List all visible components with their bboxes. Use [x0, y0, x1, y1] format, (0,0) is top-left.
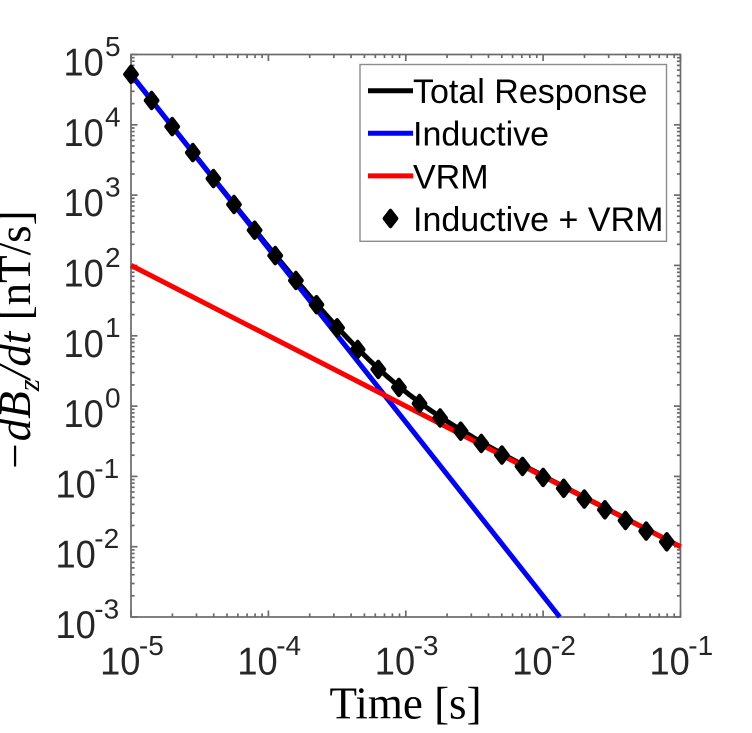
svg-text:0: 0 [105, 383, 121, 414]
svg-text:10: 10 [64, 42, 104, 85]
svg-text:−dBz/dt [nT/s]: −dBz/dt [nT/s] [0, 210, 46, 471]
svg-text:10: 10 [512, 640, 552, 683]
svg-text:-1: -1 [94, 453, 119, 484]
svg-text:10: 10 [64, 112, 104, 155]
svg-text:10: 10 [56, 604, 96, 647]
svg-text:2: 2 [105, 242, 121, 273]
svg-text:10: 10 [375, 640, 415, 683]
svg-text:-5: -5 [139, 630, 164, 661]
svg-text:10: 10 [100, 640, 140, 683]
svg-text:1: 1 [105, 312, 121, 343]
svg-text:-3: -3 [414, 630, 439, 661]
svg-text:10: 10 [56, 463, 96, 506]
svg-text:5: 5 [105, 31, 121, 62]
svg-text:3: 3 [105, 172, 121, 203]
svg-text:Inductive: Inductive [413, 116, 549, 154]
svg-text:10: 10 [64, 252, 104, 295]
svg-text:-1: -1 [688, 630, 713, 661]
svg-text:-2: -2 [551, 630, 576, 661]
svg-text:10: 10 [650, 640, 690, 683]
svg-text:10: 10 [56, 534, 96, 577]
svg-text:10: 10 [237, 640, 277, 683]
svg-text:Inductive + VRM: Inductive + VRM [413, 201, 663, 239]
svg-text:-2: -2 [94, 523, 119, 554]
svg-text:Total Response: Total Response [413, 73, 647, 111]
svg-text:-4: -4 [276, 630, 301, 661]
svg-text:10: 10 [64, 323, 104, 366]
svg-text:Time [s]: Time [s] [329, 679, 481, 729]
svg-text:10: 10 [64, 182, 104, 225]
svg-text:4: 4 [105, 101, 121, 132]
svg-text:-3: -3 [94, 594, 119, 625]
svg-text:10: 10 [64, 393, 104, 436]
svg-text:VRM: VRM [413, 158, 489, 196]
